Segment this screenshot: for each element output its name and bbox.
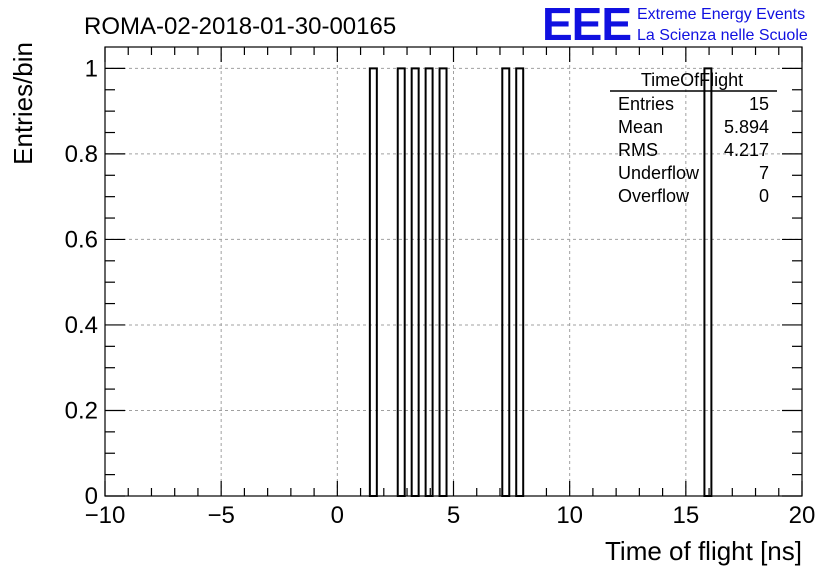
stats-box-title: TimeOfFlight — [641, 70, 743, 90]
y-tick-label: 0.2 — [65, 397, 98, 424]
x-tick-label: 10 — [556, 502, 583, 529]
x-tick-label: 15 — [672, 502, 699, 529]
y-tick-label: 0.8 — [65, 141, 98, 168]
stats-row-label: RMS — [618, 140, 658, 160]
histogram-bar — [410, 67, 420, 497]
y-tick-label: 0 — [85, 483, 98, 510]
y-tick-label: 0.6 — [65, 226, 98, 253]
stats-box: TimeOfFlight Entries 15 Mean 5.894 RMS 4.217 U… — [610, 70, 777, 206]
x-tick-labels: −10 −5 0 5 10 15 20 — [85, 502, 816, 529]
stats-row-value: 7 — [759, 163, 769, 183]
eee-logo-mark: EEE — [542, 0, 631, 50]
histogram-bar — [396, 67, 406, 497]
x-axis-label: Time of flight [ns] — [605, 536, 802, 566]
stats-row-value: 15 — [749, 94, 769, 114]
stats-row-value: 4.217 — [724, 140, 769, 160]
x-tick-label: 0 — [331, 502, 344, 529]
stats-row-label: Entries — [618, 94, 674, 114]
y-tick-label: 1 — [85, 55, 98, 82]
grid-lines — [105, 47, 802, 496]
stats-row-label: Overflow — [618, 186, 690, 206]
x-tick-label: 5 — [447, 502, 460, 529]
stats-row-label: Underflow — [618, 163, 700, 183]
chart-title: ROMA-02-2018-01-30-00165 — [84, 13, 396, 40]
y-axis-label: Entries/bin — [8, 42, 38, 165]
y-tick-label: 0.4 — [65, 312, 98, 339]
x-tick-label: −5 — [207, 502, 234, 529]
eee-logo-line1: Extreme Energy Events — [637, 6, 805, 23]
histogram-bar — [368, 67, 378, 497]
stats-rows: Entries 15 Mean 5.894 RMS 4.217 Underflow 7 Over… — [618, 94, 769, 206]
stats-row-value: 0 — [759, 186, 769, 206]
histogram-bar — [703, 67, 713, 497]
stats-row-label: Mean — [618, 117, 663, 137]
stats-row-value: 5.894 — [724, 117, 769, 137]
x-tick-label: 20 — [789, 502, 816, 529]
eee-logo-line2: La Scienza nelle Scuole — [637, 27, 808, 44]
histogram-bar — [501, 67, 511, 497]
histogram-bar — [438, 67, 448, 497]
eee-logo: EEE Extreme Energy Events La Scienza nel… — [542, 0, 808, 50]
y-tick-labels: 0 0.2 0.4 0.6 0.8 1 — [65, 55, 98, 510]
histogram-bar — [515, 67, 525, 497]
histogram-bar — [424, 67, 434, 497]
axis-ticks — [104, 47, 803, 497]
x-tick-label: −10 — [85, 502, 126, 529]
